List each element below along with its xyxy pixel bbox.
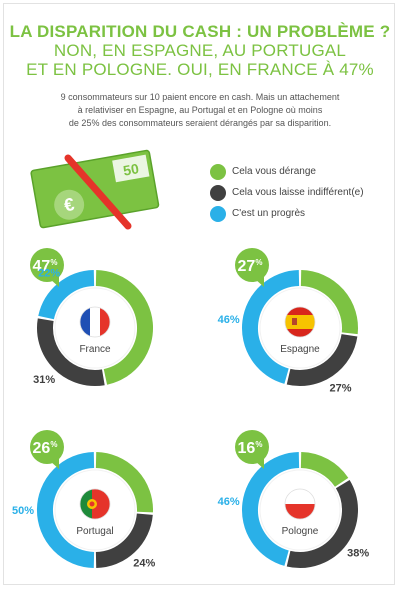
donut-segment-portugal-derange bbox=[95, 452, 153, 513]
value-label-espagne-indifferent: 27% bbox=[329, 383, 351, 395]
value-bubble-france-derange: 47% bbox=[30, 248, 64, 287]
donut-segment-espagne-progres bbox=[242, 270, 300, 384]
donut-segment-pologne-derange bbox=[300, 452, 349, 488]
donut-chart-france: France 47% 31% 22% bbox=[30, 248, 153, 386]
title-line-3: ET EN POLOGNE. OUI, EN FRANCE À 47% bbox=[26, 60, 374, 79]
legend-swatch-green bbox=[210, 164, 226, 180]
cross-out-line bbox=[64, 154, 132, 230]
donut-segment-espagne-derange bbox=[300, 270, 358, 335]
spain-flag-icon bbox=[285, 307, 315, 337]
country-label-pologne: Pologne bbox=[282, 526, 319, 537]
intro-line-1: 9 consommateurs sur 10 paient encore en … bbox=[60, 92, 340, 102]
donut-segment-espagne-indifferent bbox=[286, 333, 358, 386]
country-label-france: France bbox=[79, 344, 111, 355]
title-line-2: NON, EN ESPAGNE, AU PORTUGAL bbox=[53, 41, 347, 60]
value-label-pologne-progres: 46% bbox=[218, 496, 240, 508]
poland-flag-icon bbox=[285, 489, 315, 519]
value-label-pologne-indifferent: 38% bbox=[347, 547, 369, 559]
value-bubble-portugal-derange: 26% bbox=[30, 430, 64, 469]
value-label-portugal-progres: 50% bbox=[12, 505, 34, 517]
legend-label-progres: C'est un progrès bbox=[232, 208, 306, 219]
france-flag-icon bbox=[80, 307, 110, 337]
donut-segment-france-derange bbox=[95, 270, 153, 385]
banknote-coin bbox=[54, 189, 85, 220]
donut-segment-pologne-indifferent bbox=[286, 479, 358, 568]
legend-swatch-dark bbox=[210, 185, 226, 201]
banknote-euro-symbol: € bbox=[62, 194, 75, 215]
country-label-espagne: Espagne bbox=[280, 344, 320, 355]
donut-chart-portugal: Portugal 26% 24% 50% bbox=[12, 430, 156, 570]
donut-segment-portugal-progres bbox=[37, 452, 95, 568]
legend-swatch-blue bbox=[210, 206, 226, 222]
value-bubble-espagne-derange: 27% bbox=[235, 248, 269, 287]
country-label-portugal: Portugal bbox=[76, 526, 113, 537]
donut-segment-pologne-progres bbox=[242, 452, 300, 566]
value-label-france-progres: 22% bbox=[38, 268, 60, 280]
value-label-france-indifferent: 31% bbox=[33, 374, 55, 386]
donut-chart-pologne: Pologne 16% 38% 46% bbox=[218, 430, 369, 568]
value-label-espagne-progres: 46% bbox=[218, 314, 240, 326]
value-label-portugal-indifferent: 24% bbox=[133, 558, 155, 570]
donut-segment-france-progres bbox=[38, 270, 95, 320]
donut-chart-espagne: Espagne 27% 27% 46% bbox=[218, 248, 358, 395]
banknote-value: 50 bbox=[122, 160, 140, 178]
legend-label-derange: Cela vous dérange bbox=[232, 166, 316, 177]
legend-label-indifferent: Cela vous laisse indifférent(e) bbox=[232, 187, 364, 198]
intro-line-2: à relativiser en Espagne, au Portugal et… bbox=[77, 105, 323, 115]
donut-segment-portugal-indifferent bbox=[95, 513, 153, 568]
portugal-flag-icon bbox=[80, 489, 110, 519]
title-line-1: LA DISPARITION DU CASH : UN PROBLÈME ? bbox=[9, 22, 391, 41]
value-bubble-pologne-derange: 16% bbox=[235, 430, 269, 469]
intro-line-3: de 25% des consommateurs seraient dérang… bbox=[68, 118, 332, 128]
donut-segment-france-indifferent bbox=[37, 318, 105, 386]
